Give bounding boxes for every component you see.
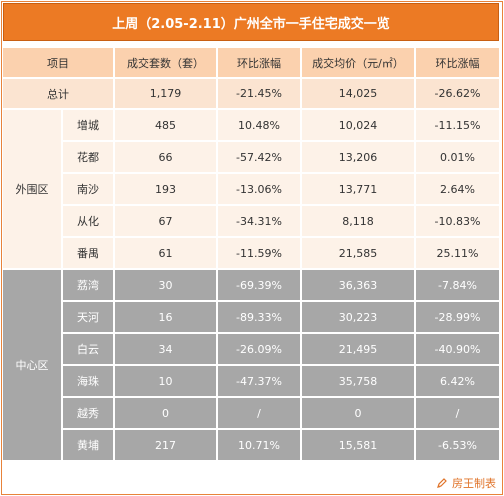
header-units: 成交套数（套）: [115, 48, 218, 77]
cell-district: 番禺: [63, 238, 115, 268]
table-row: 海珠 10 -47.37% 35,758 6.42%: [3, 366, 499, 396]
cell-price: 21,585: [302, 238, 416, 268]
region-label: 外围区: [3, 110, 63, 268]
cell-price: 13,771: [302, 174, 416, 204]
header-units-change: 环比涨幅: [218, 48, 302, 77]
cell-price-change: /: [416, 398, 499, 428]
cell-units: 485: [115, 110, 218, 140]
cell-units-change: 10.71%: [218, 430, 302, 460]
cell-units-change: -26.09%: [218, 334, 302, 364]
cell-units: 0: [115, 398, 218, 428]
total-price-change: -26.62%: [416, 79, 499, 108]
header-item: 项目: [3, 48, 115, 77]
pen-icon: [437, 478, 447, 488]
cell-price: 36,363: [302, 270, 416, 300]
cell-price-change: -7.84%: [416, 270, 499, 300]
cell-district: 海珠: [63, 366, 115, 396]
cell-district: 白云: [63, 334, 115, 364]
cell-price-change: -40.90%: [416, 334, 499, 364]
cell-units-change: -11.59%: [218, 238, 302, 268]
cell-district: 荔湾: [63, 270, 115, 300]
cell-price-change: -6.53%: [416, 430, 499, 460]
cell-units-change: -69.39%: [218, 270, 302, 300]
cell-district: 天河: [63, 302, 115, 332]
table-row: 外围区 增城 485 10.48% 10,024 -11.15%: [3, 110, 499, 268]
cell-units: 61: [115, 238, 218, 268]
footer-credit: 房王制表: [436, 474, 496, 492]
cell-price: 30,223: [302, 302, 416, 332]
cell-price-change: 0.01%: [416, 142, 499, 172]
cell-units: 67: [115, 206, 218, 236]
cell-district: 花都: [63, 142, 115, 172]
table-row: 白云 34 -26.09% 21,495 -40.90%: [3, 334, 499, 364]
cell-units: 217: [115, 430, 218, 460]
outer-group: 外围区 增城 485 10.48% 10,024 -11.15% 花都 66 -57.42% 13…: [3, 110, 499, 268]
table-row: 番禺 61 -11.59% 21,585 25.11%: [3, 238, 499, 268]
cell-units-change: /: [218, 398, 302, 428]
center-group: 中心区 荔湾 30 -69.39% 36,363 -7.84% 天河 16 -89.33% 30,…: [3, 270, 499, 460]
total-units-change: -21.45%: [218, 79, 302, 108]
cell-price-change: 2.64%: [416, 174, 499, 204]
table-row: 花都 66 -57.42% 13,206 0.01%: [3, 142, 499, 172]
cell-district: 越秀: [63, 398, 115, 428]
cell-district: 南沙: [63, 174, 115, 204]
cell-units-change: -47.37%: [218, 366, 302, 396]
cell-price-change: 6.42%: [416, 366, 499, 396]
cell-price: 21,495: [302, 334, 416, 364]
table-row: 天河 16 -89.33% 30,223 -28.99%: [3, 302, 499, 332]
cell-district: 从化: [63, 206, 115, 236]
cell-price: 15,581: [302, 430, 416, 460]
total-price: 14,025: [302, 79, 416, 108]
cell-price: 10,024: [302, 110, 416, 140]
header-price-change: 环比涨幅: [416, 48, 499, 77]
table-row: 越秀 0/0/: [3, 398, 499, 428]
cell-price: 35,758: [302, 366, 416, 396]
cell-units: 30: [115, 270, 218, 300]
cell-units: 16: [115, 302, 218, 332]
cell-district: 黄埔: [63, 430, 115, 460]
cell-price-change: -28.99%: [416, 302, 499, 332]
cell-district: 增城: [63, 110, 115, 140]
transaction-table: 项目 成交套数（套） 环比涨幅 成交均价（元/㎡） 环比涨幅 总计 1,179 …: [3, 46, 499, 462]
total-units: 1,179: [115, 79, 218, 108]
cell-units-change: -34.31%: [218, 206, 302, 236]
cell-price-change: -11.15%: [416, 110, 499, 140]
table-row: 从化 67 -34.31% 8,118 -10.83%: [3, 206, 499, 236]
cell-units: 66: [115, 142, 218, 172]
cell-price: 0: [302, 398, 416, 428]
table-row: 南沙 193 -13.06% 13,771 2.64%: [3, 174, 499, 204]
cell-units-change: -89.33%: [218, 302, 302, 332]
table-row: 中心区 荔湾 30 -69.39% 36,363 -7.84%: [3, 270, 499, 460]
cell-units-change: -57.42%: [218, 142, 302, 172]
header-row: 项目 成交套数（套） 环比涨幅 成交均价（元/㎡） 环比涨幅: [3, 48, 499, 77]
header-price: 成交均价（元/㎡）: [302, 48, 416, 77]
credit-text: 房王制表: [452, 477, 496, 490]
cell-units: 193: [115, 174, 218, 204]
cell-price-change: 25.11%: [416, 238, 499, 268]
cell-price-change: -10.83%: [416, 206, 499, 236]
cell-units: 10: [115, 366, 218, 396]
cell-price: 13,206: [302, 142, 416, 172]
table-row: 黄埔 217 10.71% 15,581 -6.53%: [3, 430, 499, 460]
total-row: 总计 1,179 -21.45% 14,025 -26.62%: [3, 79, 499, 108]
cell-units: 34: [115, 334, 218, 364]
cell-units-change: -13.06%: [218, 174, 302, 204]
region-label: 中心区: [3, 270, 63, 460]
cell-price: 8,118: [302, 206, 416, 236]
cell-units-change: 10.48%: [218, 110, 302, 140]
total-label: 总计: [3, 79, 115, 108]
page-title: 上周（2.05-2.11）广州全市一手住宅成交一览: [3, 3, 499, 41]
